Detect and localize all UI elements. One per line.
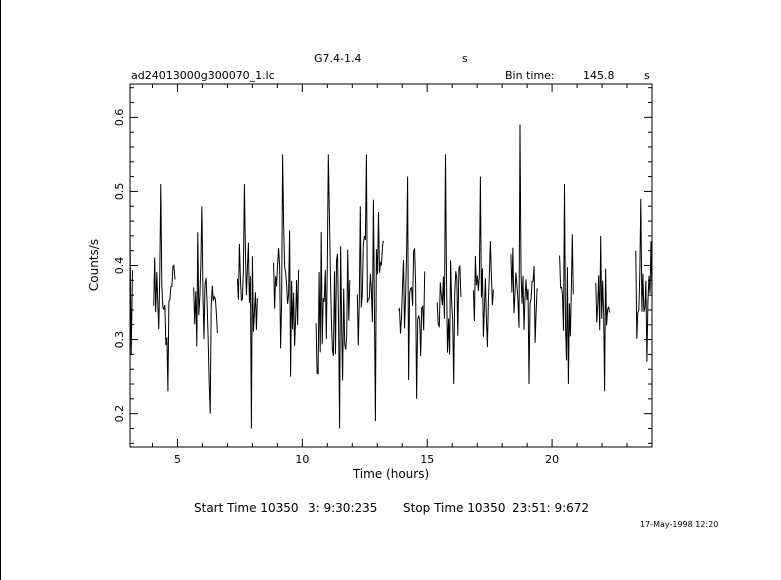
- light-curve-segment-13: [635, 198, 653, 362]
- light-curve-segment-12: [595, 235, 610, 392]
- x-tick-label: 10: [295, 453, 309, 466]
- light-curve-segment-0: [129, 235, 133, 355]
- bin-time-unit: s: [644, 69, 650, 82]
- lightcurve-filename: ad24013000g300070_1.lc: [131, 69, 275, 82]
- y-tick-label: 0.5: [113, 183, 126, 201]
- x-tick-label: 20: [545, 453, 559, 466]
- light-curve-segment-11: [559, 183, 574, 385]
- light-curve-segment-9: [472, 176, 494, 348]
- y-axis-label: Counts/s: [87, 239, 101, 291]
- y-tick-label: 0.3: [113, 331, 126, 349]
- light-curve-segment-1: [153, 183, 176, 392]
- bin-time-value: 145.8: [583, 69, 615, 82]
- light-curve-segment-2: [193, 206, 218, 414]
- y-tick-label: 0.2: [113, 405, 126, 423]
- x-tick-label: 15: [420, 453, 434, 466]
- plot-date-stamp: 17-May-1998 12:20: [640, 520, 719, 529]
- axis-ticks: 5 10 15 20 0.2 0.3 0.4 0.5 0.6: [113, 84, 653, 466]
- light-curve-segment-6: [356, 154, 384, 422]
- window-left-edge: [0, 0, 1, 580]
- object-unit: s: [462, 52, 468, 65]
- light-curve-segment-10: [510, 124, 538, 385]
- bin-time-label: Bin time:: [505, 69, 555, 82]
- light-curve-segment-8: [436, 154, 462, 385]
- y-tick-label: 0.4: [113, 257, 126, 275]
- x-tick-label: 5: [174, 453, 181, 466]
- stop-time-label: Stop Time 10350: [403, 501, 506, 515]
- light-curve-segment-5: [315, 154, 351, 429]
- light-curve-segment-7: [398, 176, 426, 399]
- object-name: G7.4-1.4: [314, 52, 362, 65]
- stop-time-value: 23:51: 9:672: [512, 501, 590, 515]
- x-axis-label: Time (hours): [352, 467, 429, 481]
- light-curve-segment-4: [273, 154, 300, 377]
- y-tick-label: 0.6: [113, 109, 126, 127]
- plot-frame: [129, 83, 653, 448]
- light-curve-segment-3: [236, 183, 258, 429]
- start-time-value: 3: 9:30:235: [308, 501, 378, 515]
- light-curve-series: [129, 124, 653, 429]
- start-time-label: Start Time 10350: [194, 501, 299, 515]
